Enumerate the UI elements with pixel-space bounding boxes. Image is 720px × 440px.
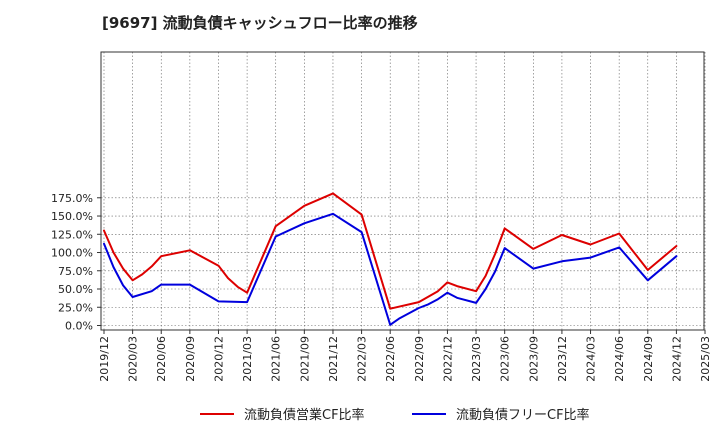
legend-label-operating-cf: 流動負債営業CF比率	[244, 408, 365, 423]
x-tick-label: 2023/12	[556, 336, 569, 382]
legend-item-operating-cf: 流動負債営業CF比率	[200, 404, 365, 423]
chart-legend: 流動負債営業CF比率 流動負債フリーCF比率	[0, 404, 720, 428]
x-tick-label: 2022/03	[356, 336, 369, 382]
series-line-1	[103, 192, 678, 310]
x-tick-label: 2023/03	[470, 336, 483, 382]
x-tick-label: 2024/09	[642, 336, 655, 382]
x-tick-label: 2022/06	[384, 336, 397, 382]
plot-frame	[100, 51, 705, 331]
y-tick-label: 25.0%	[58, 301, 93, 314]
legend-label-free-cf: 流動負債フリーCF比率	[456, 408, 590, 423]
line-chart: 0.0% 25.0% 50.0% 75.0% 100.0% 125.0% 150.0% 175…	[51, 51, 712, 382]
x-tick-label: 2020/06	[155, 336, 168, 382]
x-tick-label: 2020/09	[184, 336, 197, 382]
y-tick-label: 75.0%	[58, 265, 93, 278]
y-tick-label: 50.0%	[58, 283, 93, 296]
x-tick-label: 2020/03	[127, 336, 140, 382]
legend-swatch-free-cf	[412, 412, 446, 415]
series-line-2	[103, 212, 678, 326]
x-tick-label: 2022/09	[413, 336, 426, 382]
x-tick-label: 2019/12	[98, 336, 111, 382]
x-tick-label: 2022/12	[441, 336, 454, 382]
y-tick-label: 150.0%	[51, 210, 93, 223]
y-tick-label: 175.0%	[51, 192, 93, 205]
x-tick-label: 2021/12	[327, 336, 340, 382]
x-tick-label: 2024/12	[670, 336, 683, 382]
x-tick-label: 2021/03	[241, 336, 254, 382]
legend-swatch-operating-cf	[200, 412, 234, 415]
plot-area	[101, 52, 704, 330]
x-tick-label: 2020/12	[212, 336, 225, 382]
y-tick-label: 100.0%	[51, 247, 93, 260]
y-tick-label: 125.0%	[51, 228, 93, 241]
chart-title: [9697] 流動負債キャッシュフロー比率の推移	[102, 14, 418, 32]
x-tick-label: 2023/06	[499, 336, 512, 382]
x-tick-label: 2021/09	[298, 336, 311, 382]
legend-item-free-cf: 流動負債フリーCF比率	[412, 404, 590, 423]
y-tick-label: 0.0%	[65, 320, 93, 333]
x-tick-label: 2024/06	[613, 336, 626, 382]
x-tick-label: 2023/09	[527, 336, 540, 382]
x-tick-label: 2021/06	[270, 336, 283, 382]
x-tick-label: 2024/03	[585, 336, 598, 382]
x-tick-label: 2025/03	[699, 336, 712, 382]
